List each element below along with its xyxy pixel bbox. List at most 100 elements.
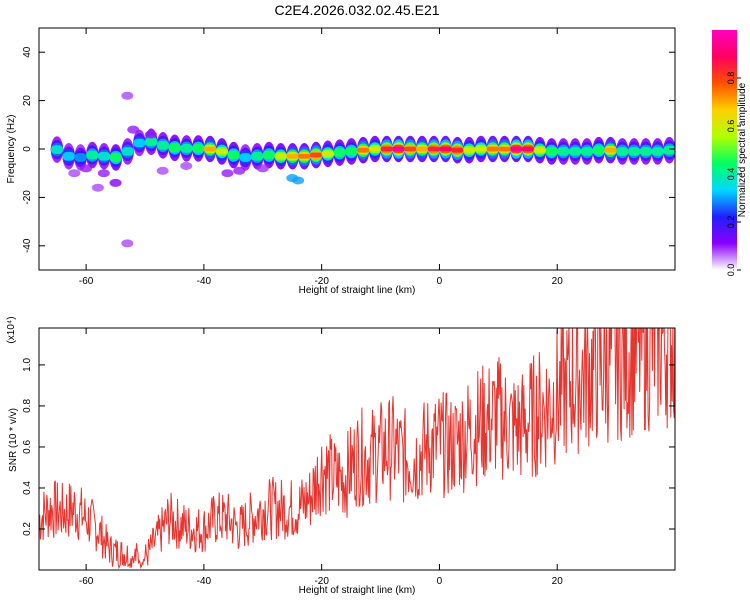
heatmap-cell [192, 144, 205, 153]
heatmap-cell [298, 153, 311, 159]
heatmap-cell [616, 147, 629, 156]
spectrogram-x-tick-label: -60 [79, 276, 94, 287]
heatmap-cell [557, 147, 570, 156]
heatmap-cell [274, 153, 287, 159]
heatmap-cell [227, 150, 240, 160]
colorbar: 0.0 0.2 0.4 0.6 0.8 Normalized spectral ampl… [712, 30, 748, 276]
heatmap-cell [486, 146, 499, 152]
heatmap-blob [109, 178, 122, 187]
heatmap-blob [144, 130, 157, 139]
snr-y-ticks: 0.2 0.4 0.6 0.8 1.0 [22, 358, 675, 536]
spectrogram-y-tick-label: 40 [22, 46, 33, 58]
heatmap-blob [156, 166, 169, 175]
heatmap-cell [427, 146, 441, 152]
heatmap-blob [127, 125, 140, 134]
heatmap-blob [91, 183, 104, 192]
heatmap-cell [251, 151, 264, 161]
snr-y-tick-label: 1.0 [22, 358, 33, 372]
heatmap-blob [221, 169, 234, 178]
heatmap-blob [286, 174, 299, 183]
snr-x-ticks: -60 -40 -20 0 20 [79, 328, 563, 587]
heatmap-cell [333, 148, 346, 157]
heatmap-cell [62, 151, 75, 161]
snr-x-tick-label: -20 [314, 576, 329, 587]
colorbar-tick-label: 0.4 [726, 168, 736, 181]
colorbar-tick-label: 0.8 [726, 72, 736, 85]
heatmap-cell [168, 143, 181, 153]
heatmap-cell [239, 153, 252, 162]
spectrogram-y-ticks: -40 -20 0 20 40 [22, 46, 675, 253]
heatmap-cell [663, 145, 675, 155]
snr-x-tick-label: 0 [437, 576, 443, 587]
colorbar-bar [712, 30, 737, 270]
heatmap-cell [97, 151, 111, 161]
heatmap-cell [203, 146, 217, 152]
colorbar-ticks: 0.0 0.2 0.4 0.6 0.8 [726, 72, 741, 277]
heatmap-cell [392, 146, 405, 152]
heatmap-cell [533, 147, 547, 153]
snr-y-tick-label: 0.4 [22, 481, 33, 495]
heatmap-cell [215, 149, 229, 154]
heatmap-cell [580, 147, 594, 156]
spectrogram-heatmap [50, 91, 675, 248]
snr-panel: -60 -40 -20 0 20 0.2 0.4 0.6 0.8 1.0 Height of s… [6, 316, 676, 596]
heatmap-cell [569, 147, 582, 156]
heatmap-cell [86, 150, 99, 160]
spectrogram-y-tick-label: -20 [22, 190, 33, 205]
spectrogram-y-tick-label: 0 [22, 146, 33, 152]
spectrogram-panel: -60 -40 -20 0 20 -40 -20 0 20 40 Height of strai… [6, 27, 676, 296]
heatmap-blob [97, 169, 110, 178]
heatmap-cell [309, 152, 323, 158]
colorbar-tick-label: 0.2 [726, 216, 736, 229]
heatmap-cell [321, 151, 335, 157]
heatmap-cell [262, 150, 276, 160]
snr-frame [38, 327, 676, 571]
heatmap-cell [109, 153, 123, 162]
heatmap-cell [404, 146, 417, 152]
heatmap-blob [121, 91, 134, 100]
spectrogram-x-label: Height of straight line (km) [299, 285, 416, 296]
heatmap-cell [74, 153, 87, 162]
heatmap-cell [380, 146, 393, 152]
heatmap-cell [639, 147, 653, 156]
heatmap-cell [357, 147, 370, 153]
spectrogram-y-tick-label: -40 [22, 238, 33, 253]
snr-x-label: Height of straight line (km) [299, 585, 416, 596]
spectrogram-y-tick-label: 20 [22, 95, 33, 107]
heatmap-cell [521, 146, 535, 152]
spectrogram-x-tick-label: 0 [437, 276, 443, 287]
colorbar-label: Normalized spectral amplitude [737, 82, 748, 217]
heatmap-cell [592, 145, 605, 155]
heatmap-cell [545, 147, 558, 156]
heatmap-cell [286, 153, 299, 159]
snr-series-line [39, 328, 675, 570]
heatmap-cell [474, 146, 488, 152]
heatmap-cell [50, 145, 64, 154]
figure-title: C2E4.2026.032.02.45.E21 [274, 2, 439, 18]
heatmap-cell [415, 146, 429, 152]
snr-x-tick-label: -40 [197, 576, 212, 587]
colorbar-tick-label: 0.6 [726, 120, 736, 133]
heatmap-cell [604, 147, 617, 153]
heatmap-cell [133, 138, 146, 148]
heatmap-cell [510, 146, 523, 152]
heatmap-cell [345, 147, 358, 156]
heatmap-cell [651, 147, 664, 156]
heatmap-blob [121, 239, 134, 248]
snr-scale-label: (x10⁴) [6, 316, 17, 343]
colorbar-tick-label: 0.0 [726, 264, 736, 277]
heatmap-cell [498, 146, 511, 152]
spectrogram-x-tick-label: 20 [552, 276, 564, 287]
snr-y-label: SNR (10 * v/v) [8, 408, 19, 472]
heatmap-cell [439, 146, 452, 152]
snr-y-tick-label: 0.2 [22, 522, 33, 536]
snr-x-tick-label: 20 [552, 576, 564, 587]
spectrogram-y-label: Frequency (Hz) [6, 115, 17, 184]
heatmap-cell [121, 147, 134, 156]
snr-x-tick-label: -60 [79, 576, 94, 587]
spectrogram-x-tick-label: -20 [314, 276, 329, 287]
heatmap-cell [627, 147, 641, 156]
heatmap-cell [180, 144, 193, 153]
heatmap-cell [156, 141, 170, 150]
